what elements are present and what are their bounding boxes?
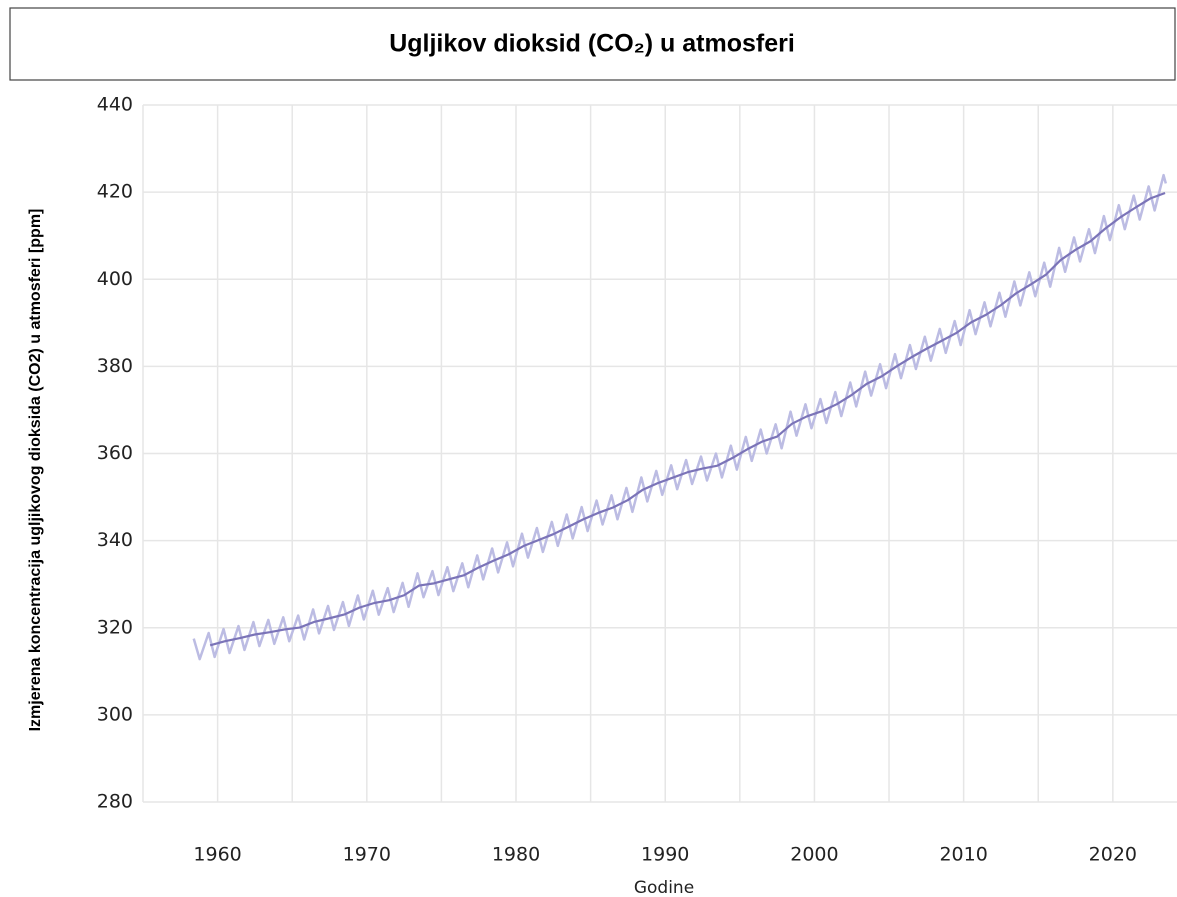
y-tick-label: 340 xyxy=(97,529,133,551)
x-tick-label: 2010 xyxy=(939,844,987,866)
x-tick-label: 2000 xyxy=(790,844,838,866)
y-tick-label: 300 xyxy=(97,703,133,725)
x-axis-label: Godine xyxy=(634,878,694,897)
y-axis-label: Izmjerena koncentracija ugljikovog dioks… xyxy=(27,209,44,732)
x-tick-label: 1980 xyxy=(492,844,540,866)
y-tick-label: 280 xyxy=(97,791,133,813)
x-tick-label: 1970 xyxy=(343,844,391,866)
title-box xyxy=(9,7,1176,81)
chart-title: Ugljikov dioksid (CO₂) u atmosferi xyxy=(389,30,795,58)
y-tick-label: 400 xyxy=(97,268,133,290)
y-tick-label: 420 xyxy=(97,181,133,203)
x-tick-label: 2020 xyxy=(1089,844,1137,866)
data-line xyxy=(192,173,1168,661)
y-tick-label: 380 xyxy=(97,355,133,377)
x-tick-label: 1990 xyxy=(641,844,689,866)
data-line xyxy=(209,191,1166,647)
y-tick-label: 440 xyxy=(97,94,133,116)
y-tick-label: 360 xyxy=(97,442,133,464)
x-tick-label: 1960 xyxy=(193,844,241,866)
y-tick-label: 320 xyxy=(97,616,133,638)
